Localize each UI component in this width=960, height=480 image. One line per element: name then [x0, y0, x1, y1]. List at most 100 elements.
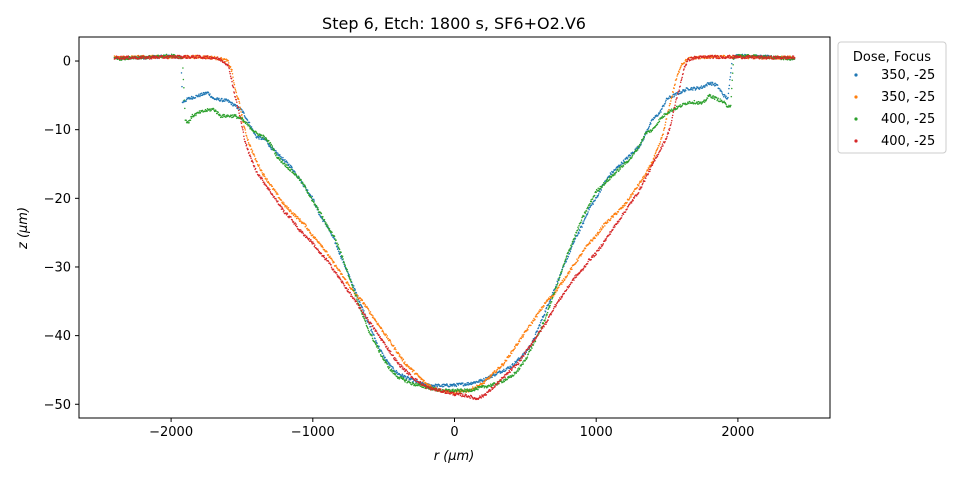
data-point [215, 58, 217, 61]
data-point [731, 87, 733, 90]
data-point [296, 225, 298, 228]
data-point [595, 235, 598, 237]
data-point [333, 261, 335, 264]
data-point [377, 322, 379, 325]
data-point [568, 249, 571, 252]
data-point [395, 369, 398, 372]
data-point [447, 390, 449, 393]
data-point [503, 362, 505, 365]
data-point [565, 289, 568, 292]
data-point [457, 384, 460, 386]
data-point [316, 205, 318, 208]
data-point [711, 96, 713, 98]
data-point [158, 57, 160, 60]
data-point [239, 106, 241, 109]
data-point [126, 57, 129, 59]
data-point [730, 71, 732, 74]
data-point [493, 373, 495, 375]
data-point [267, 143, 270, 146]
data-point [636, 149, 639, 151]
data-point [241, 125, 243, 128]
data-point [505, 359, 508, 362]
data-point [661, 105, 664, 108]
data-point [518, 363, 520, 365]
data-point [389, 341, 392, 343]
data-point [271, 193, 274, 195]
data-point [142, 57, 144, 59]
data-point [346, 271, 349, 273]
data-point [375, 321, 378, 323]
data-point [526, 329, 528, 332]
data-point [330, 264, 332, 266]
data-point [395, 348, 397, 351]
data-point [576, 258, 578, 260]
data-point [115, 57, 117, 60]
data-point [493, 384, 495, 387]
data-point [261, 177, 263, 179]
data-point [322, 216, 324, 218]
data-point [673, 87, 675, 90]
data-point [606, 178, 609, 181]
data-point [674, 83, 676, 85]
data-point [318, 250, 321, 253]
data-point [117, 55, 119, 58]
data-point [467, 381, 469, 384]
data-point [310, 238, 312, 241]
data-point [641, 140, 643, 142]
data-point [244, 142, 247, 145]
data-point [255, 137, 258, 139]
data-point [446, 383, 448, 385]
data-point [639, 144, 641, 146]
data-point [162, 57, 164, 59]
data-point [263, 175, 266, 178]
data-point [289, 164, 292, 167]
data-point [591, 240, 594, 242]
data-point [320, 212, 323, 215]
data-point [584, 216, 587, 219]
data-point [288, 166, 290, 169]
data-point [257, 134, 260, 137]
data-point [653, 127, 656, 129]
data-point [521, 357, 524, 359]
data-point [261, 137, 264, 139]
data-point [308, 237, 311, 240]
data-point [469, 397, 471, 399]
data-point [309, 231, 312, 234]
data-point [174, 57, 176, 59]
data-point [732, 64, 734, 66]
data-point [225, 114, 228, 117]
data-point [386, 335, 388, 337]
data-point [546, 311, 549, 314]
data-point [558, 286, 560, 289]
data-point [560, 281, 563, 284]
data-point [464, 388, 466, 391]
data-point [589, 206, 591, 208]
data-point [325, 225, 328, 227]
data-point [561, 296, 563, 299]
data-point [467, 384, 470, 386]
data-point [405, 379, 408, 381]
data-point [388, 349, 391, 352]
data-point [544, 319, 546, 321]
data-point [643, 136, 646, 139]
data-point [500, 380, 503, 382]
data-point [378, 348, 381, 350]
data-point [619, 168, 621, 171]
data-point [562, 266, 564, 268]
data-point [595, 196, 598, 199]
data-point [344, 278, 347, 281]
data-point [119, 59, 121, 61]
data-point [576, 229, 579, 231]
data-point [325, 258, 327, 261]
data-point [522, 335, 525, 337]
data-point [335, 239, 337, 241]
data-point [577, 226, 579, 228]
data-point [561, 270, 563, 273]
data-point [556, 281, 559, 283]
data-point [382, 354, 385, 356]
data-point [205, 57, 207, 60]
data-point [381, 339, 384, 342]
data-point [490, 385, 492, 388]
data-point [622, 206, 624, 209]
data-point [522, 363, 525, 365]
